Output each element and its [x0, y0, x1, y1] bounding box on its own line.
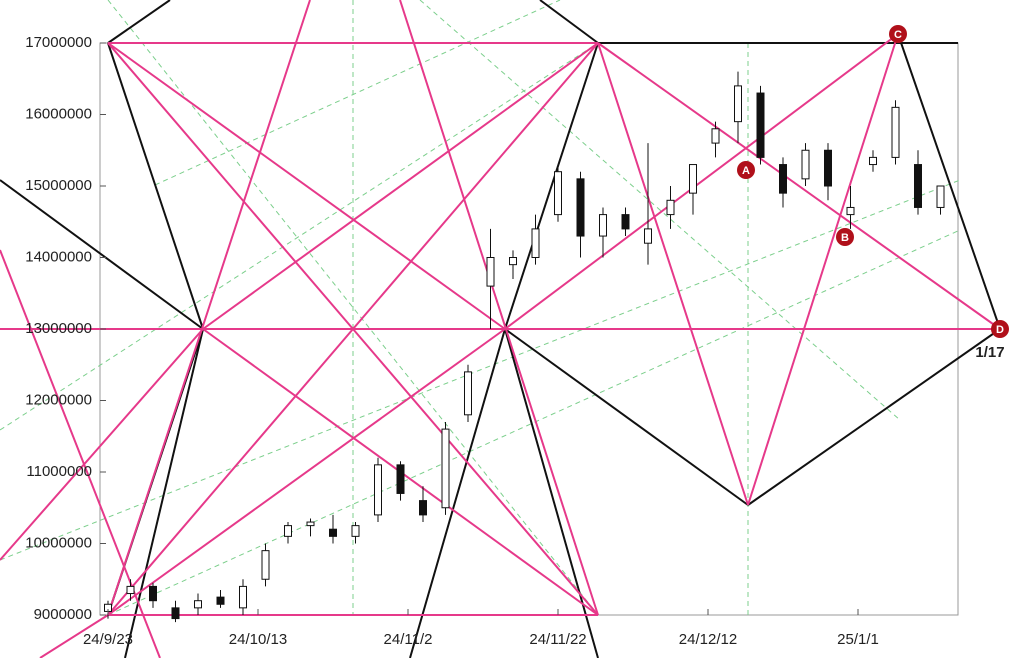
y-tick-label: 14000000 [25, 248, 92, 265]
y-tick-label: 13000000 [25, 320, 92, 337]
candle-body [914, 164, 922, 208]
candle-body [666, 199, 675, 216]
candle-body [779, 164, 787, 194]
candle-body [824, 149, 832, 187]
candle-body [306, 521, 315, 527]
candle-body [126, 585, 135, 595]
candle-body [711, 128, 720, 144]
candle-body [486, 257, 495, 287]
candle-body [351, 525, 360, 537]
candle-body [644, 228, 652, 244]
y-tick-label: 9000000 [34, 606, 92, 623]
date-label: 1/17 [975, 344, 1004, 361]
candle-body [509, 257, 517, 266]
x-tick-label: 24/12/12 [679, 631, 737, 648]
candle-body [531, 228, 540, 258]
candle-body [239, 585, 247, 609]
x-tick-label: 24/10/13 [229, 631, 287, 648]
x-tick-label: 24/11/2 [384, 631, 433, 648]
candle-body [689, 164, 697, 194]
candle-body [576, 178, 585, 237]
x-tick-label: 24/11/22 [529, 631, 586, 648]
point-d: D [991, 320, 1009, 338]
candle-body [936, 185, 945, 208]
candle-body [419, 500, 427, 516]
y-tick-label: 11000000 [26, 463, 92, 480]
candle-body [284, 525, 292, 537]
point-c: C [889, 25, 907, 43]
x-tick-label: 25/1/1 [837, 631, 879, 648]
point-label: B [841, 232, 849, 244]
y-tick-label: 15000000 [25, 177, 92, 194]
candle-body [869, 156, 877, 166]
y-tick-label: 12000000 [25, 391, 92, 408]
candle-body [464, 371, 472, 416]
candle-body [216, 596, 225, 605]
candle-body [441, 428, 450, 509]
candle-body [149, 585, 157, 602]
point-b: B [836, 228, 854, 246]
candle-body [194, 600, 202, 609]
y-tick-label: 16000000 [25, 105, 92, 122]
x-tick-label: 24/9/23 [83, 631, 133, 648]
candle-body [734, 85, 742, 123]
candle-body [756, 92, 765, 158]
candle-body [261, 550, 270, 580]
point-a: A [737, 161, 755, 179]
candle-body [329, 528, 337, 537]
candle-body [801, 149, 810, 180]
y-tick-label: 10000000 [25, 534, 92, 551]
candle-body [374, 464, 382, 516]
candle-body [846, 206, 855, 216]
candle-body [396, 464, 405, 494]
y-tick-label: 17000000 [25, 34, 92, 51]
candle-body [599, 214, 607, 237]
point-label: C [894, 29, 902, 41]
candle-body [171, 607, 180, 620]
gann-overlay [0, 0, 1001, 658]
candle-body [554, 171, 562, 216]
candle-body [891, 106, 900, 158]
point-label: D [996, 324, 1004, 336]
candle-body [621, 214, 630, 230]
point-label: A [742, 165, 750, 177]
